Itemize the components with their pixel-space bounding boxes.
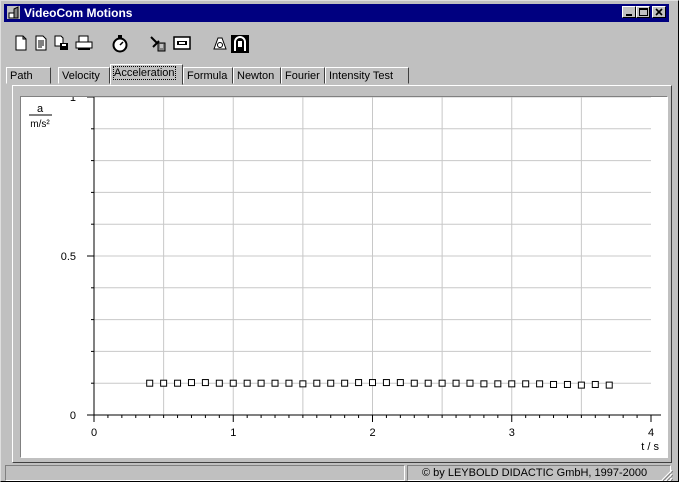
data-point bbox=[299, 380, 307, 388]
settings-button[interactable] bbox=[147, 33, 169, 55]
data-point bbox=[438, 379, 446, 387]
save-file-icon bbox=[54, 35, 68, 50]
data-point bbox=[341, 379, 349, 387]
data-point bbox=[494, 380, 502, 388]
data-point bbox=[452, 379, 460, 387]
data-point bbox=[313, 379, 321, 387]
data-point bbox=[605, 381, 613, 389]
new-button[interactable] bbox=[11, 33, 33, 55]
y-tick-label: 1 bbox=[70, 97, 76, 104]
toolbar bbox=[5, 25, 669, 61]
stopwatch-icon bbox=[112, 35, 128, 53]
save-button[interactable] bbox=[51, 33, 73, 55]
tab-velocity-label: Velocity bbox=[62, 70, 100, 82]
tab-intensity-test-label: Intensity Test bbox=[329, 70, 393, 82]
videocom-icon bbox=[231, 35, 249, 53]
settings-icon bbox=[150, 36, 166, 52]
tab-velocity[interactable]: Velocity bbox=[58, 67, 110, 84]
close-icon bbox=[655, 8, 663, 16]
data-point bbox=[424, 379, 432, 387]
x-tick-label: 4 bbox=[648, 427, 654, 439]
tab-path-label: Path bbox=[10, 70, 33, 82]
tab-formula-label: Formula bbox=[187, 70, 228, 82]
y-axis-symbol: a bbox=[37, 103, 44, 115]
window-title: VideoCom Motions bbox=[24, 6, 133, 20]
camera-button[interactable] bbox=[209, 33, 231, 55]
x-tick-label: 3 bbox=[509, 427, 515, 439]
tab-intensity-test[interactable]: Intensity Test bbox=[325, 67, 409, 84]
camera-icon bbox=[213, 37, 227, 50]
videocom-button[interactable] bbox=[229, 33, 251, 55]
print-button[interactable] bbox=[73, 33, 95, 55]
minimize-icon bbox=[626, 14, 632, 16]
data-point bbox=[271, 379, 279, 387]
data-point bbox=[187, 379, 195, 387]
tab-fourier-label: Fourier bbox=[285, 70, 320, 82]
data-point bbox=[480, 380, 488, 388]
data-point bbox=[563, 380, 571, 388]
data-point bbox=[577, 381, 585, 389]
app-icon[interactable] bbox=[7, 6, 20, 19]
display-button[interactable] bbox=[171, 33, 193, 55]
tab-fourier[interactable]: Fourier bbox=[281, 67, 325, 84]
data-point bbox=[174, 379, 182, 387]
data-point bbox=[396, 379, 404, 387]
open-file-icon bbox=[35, 35, 47, 51]
display-icon bbox=[173, 36, 191, 50]
open-button[interactable] bbox=[31, 33, 53, 55]
data-point bbox=[550, 380, 558, 388]
chart-svg: a m/s² t / s 0 1 2 3 4 0 0.5 1 bbox=[29, 97, 661, 453]
y-axis-unit: m/s² bbox=[30, 119, 50, 130]
data-point bbox=[201, 379, 209, 387]
tab-formula[interactable]: Formula bbox=[183, 67, 233, 84]
data-point bbox=[355, 379, 363, 387]
close-button[interactable] bbox=[652, 6, 666, 18]
new-file-icon bbox=[15, 35, 27, 51]
data-point bbox=[327, 379, 335, 387]
data-point bbox=[508, 380, 516, 388]
data-point bbox=[382, 379, 390, 387]
tab-newton-label: Newton bbox=[237, 70, 275, 82]
y-tick-label: 0 bbox=[70, 410, 76, 422]
status-pane-copyright: © by LEYBOLD DIDACTIC GmbH, 1997-2000 bbox=[407, 465, 671, 481]
status-bar: © by LEYBOLD DIDACTIC GmbH, 1997-2000 bbox=[5, 465, 673, 481]
tab-acceleration[interactable]: Acceleration bbox=[110, 64, 183, 85]
minimize-button[interactable] bbox=[622, 6, 636, 18]
x-tick-label: 1 bbox=[230, 427, 236, 439]
data-point bbox=[522, 380, 530, 388]
data-point bbox=[285, 379, 293, 387]
maximize-icon bbox=[639, 8, 648, 16]
data-point bbox=[160, 379, 168, 387]
y-tick-label: 0.5 bbox=[61, 251, 76, 263]
data-point bbox=[215, 379, 223, 387]
data-point bbox=[243, 379, 251, 387]
data-point bbox=[369, 379, 376, 387]
data-point bbox=[257, 379, 265, 387]
x-axis-label: t / s bbox=[641, 441, 659, 453]
tab-acceleration-label: Acceleration bbox=[113, 66, 176, 80]
copyright-text: © by LEYBOLD DIDACTIC GmbH, 1997-2000 bbox=[422, 467, 648, 479]
title-bar[interactable]: VideoCom Motions bbox=[4, 4, 669, 22]
data-point bbox=[410, 379, 418, 387]
maximize-button[interactable] bbox=[636, 6, 650, 18]
x-tick-label: 2 bbox=[369, 427, 375, 439]
x-tick-label: 0 bbox=[91, 427, 97, 439]
data-point bbox=[146, 379, 154, 387]
print-icon bbox=[75, 35, 93, 50]
tab-panel bbox=[12, 85, 672, 463]
status-pane-main bbox=[5, 465, 405, 481]
data-point bbox=[229, 379, 237, 387]
data-point bbox=[466, 379, 474, 387]
tab-newton[interactable]: Newton bbox=[233, 67, 281, 84]
size-grip-icon[interactable] bbox=[661, 469, 673, 481]
data-point bbox=[591, 380, 599, 388]
tab-path[interactable]: Path bbox=[6, 67, 51, 84]
data-point bbox=[536, 380, 544, 388]
acceleration-chart[interactable]: a m/s² t / s 0 1 2 3 4 0 0.5 1 bbox=[20, 96, 668, 458]
stopwatch-button[interactable] bbox=[109, 33, 131, 55]
